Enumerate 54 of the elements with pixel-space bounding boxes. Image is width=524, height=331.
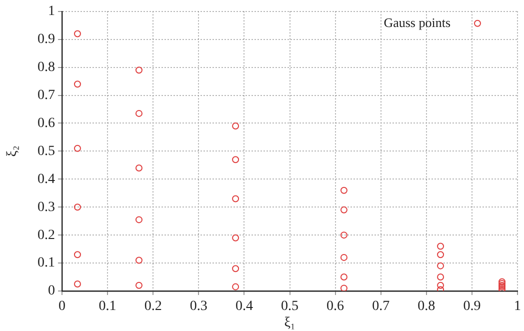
point <box>74 30 81 38</box>
point <box>437 282 444 289</box>
point <box>340 186 348 194</box>
x-tick-label: 0.1 <box>98 299 116 314</box>
x-tick-label: 0 <box>58 299 66 314</box>
point <box>135 110 142 117</box>
x-tick-label: 0.6 <box>326 299 344 314</box>
point <box>135 256 142 264</box>
point <box>135 216 142 224</box>
x-tick-label: 0.5 <box>281 299 298 314</box>
y-axis-title: ξ₂ <box>5 146 20 157</box>
point <box>340 284 348 291</box>
point <box>340 254 348 261</box>
y-tick-label: 0.3 <box>38 200 55 215</box>
point <box>74 204 81 211</box>
point <box>340 232 348 239</box>
point <box>74 80 81 88</box>
point <box>340 206 348 214</box>
point <box>135 282 142 289</box>
y-tick-label: 0.2 <box>38 228 55 243</box>
point <box>437 274 444 281</box>
point <box>135 164 142 172</box>
x-tick-label: 0.7 <box>372 299 390 314</box>
y-tick-label: 0.7 <box>38 88 55 103</box>
point <box>232 156 240 164</box>
point <box>437 262 444 270</box>
y-tick-label: 0.8 <box>38 60 55 75</box>
y-tick-label: 0.5 <box>38 144 55 159</box>
x-tick-label: 1 <box>514 299 521 314</box>
point <box>74 280 81 288</box>
point <box>232 265 240 272</box>
point <box>232 122 240 130</box>
point <box>437 251 444 258</box>
legend-label: Gauss points <box>384 14 450 30</box>
x-axis-title: ξ₁ <box>284 315 296 330</box>
point <box>437 242 444 250</box>
x-tick-label: 0.8 <box>418 299 436 314</box>
y-tick-label: 0.9 <box>38 32 55 48</box>
x-tick-label: 0.9 <box>463 299 481 314</box>
y-tick-label: 0 <box>48 284 55 299</box>
point <box>232 195 240 202</box>
y-tick-label: 1 <box>48 4 55 20</box>
point <box>340 274 348 281</box>
point <box>232 283 240 290</box>
x-tick-label: 0.2 <box>144 299 162 314</box>
point <box>135 66 142 74</box>
x-tick-label: 0.3 <box>190 299 208 314</box>
y-tick-label: 0.1 <box>38 256 55 271</box>
point <box>74 251 81 258</box>
point <box>232 234 240 242</box>
x-tick-label: 0.4 <box>235 299 253 314</box>
point <box>74 144 81 152</box>
y-tick-label: 0.6 <box>38 116 55 131</box>
y-tick-label: 0.4 <box>38 172 55 187</box>
